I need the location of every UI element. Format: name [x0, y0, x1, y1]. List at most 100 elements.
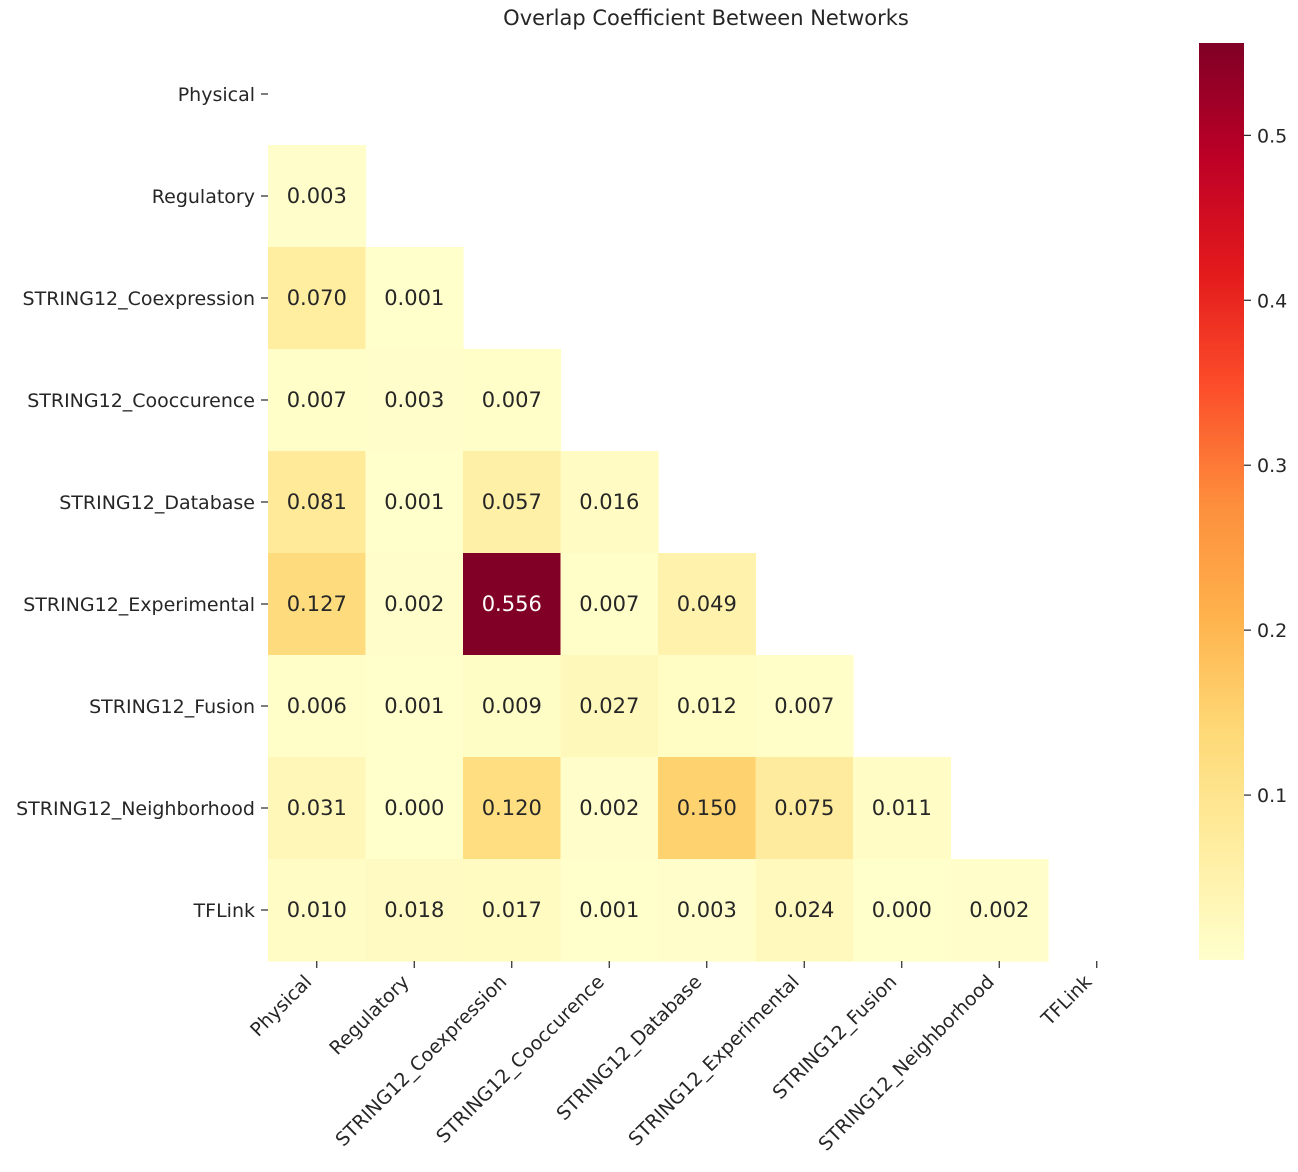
cell-value-label: 0.049: [677, 592, 737, 616]
cell-value-label: 0.070: [287, 286, 347, 310]
cell-value-label: 0.027: [579, 694, 639, 718]
cell-value-label: 0.007: [482, 388, 542, 412]
y-tick-label: STRING12_Experimental: [23, 594, 255, 616]
y-tick-label: Regulatory: [152, 186, 255, 208]
cell-value-label: 0.007: [287, 388, 347, 412]
heatmap-cell: [463, 757, 562, 860]
cell-value-label: 0.001: [384, 490, 444, 514]
x-tick-label: TFLink: [1037, 971, 1097, 1031]
heatmap-cell: [560, 553, 659, 656]
heatmap-cell: [365, 553, 464, 656]
heatmap-cell: [463, 553, 562, 656]
x-tick-label: STRING12_Coexpression: [331, 971, 511, 1151]
cell-value-label: 0.150: [677, 796, 737, 820]
cell-value-label: 0.000: [384, 796, 444, 820]
heatmap-cell: [268, 859, 367, 962]
heatmap-cell: [463, 859, 562, 962]
heatmap-cell: [365, 757, 464, 860]
heatmap-cell: [463, 451, 562, 554]
heatmap-cell: [365, 349, 464, 452]
cell-value-label: 0.009: [482, 694, 542, 718]
x-tick-label: Physical: [246, 971, 316, 1041]
x-tick-label: STRING12_Neighborhood: [814, 971, 998, 1155]
colorbar-tick-label: 0.2: [1257, 620, 1287, 642]
heatmap-cell: [365, 655, 464, 758]
x-tick-label: Regulatory: [325, 971, 414, 1060]
cell-value-label: 0.017: [482, 898, 542, 922]
heatmap-cell: [658, 553, 757, 656]
heatmap-cell: [268, 757, 367, 860]
cell-value-label: 0.003: [287, 184, 347, 208]
heatmap-cell: [268, 247, 367, 350]
heatmap-cell: [658, 757, 757, 860]
heatmap-cell: [853, 859, 952, 962]
y-tick-label: STRING12_Coexpression: [23, 288, 255, 310]
heatmap-cell: [755, 757, 854, 860]
heatmap-cell: [268, 655, 367, 758]
cell-value-label: 0.001: [579, 898, 639, 922]
y-tick-label: TFLink: [193, 900, 255, 922]
heatmap-cell: [268, 145, 367, 248]
colorbar-tick-label: 0.3: [1257, 455, 1287, 477]
heatmap-cell: [560, 655, 659, 758]
cell-value-label: 0.002: [384, 592, 444, 616]
heatmap-cell: [268, 451, 367, 554]
cell-value-label: 0.010: [287, 898, 347, 922]
cell-value-label: 0.016: [579, 490, 639, 514]
heatmap-cell: [560, 451, 659, 554]
heatmap-cell: [755, 655, 854, 758]
heatmap-cell: [853, 757, 952, 860]
x-axis: Physical RegulatorySTRING12_CoexpressionS…: [246, 961, 1098, 1155]
cell-value-label: 0.081: [287, 490, 347, 514]
cell-value-label: 0.018: [384, 898, 444, 922]
y-tick-label: STRING12_Neighborhood: [16, 798, 255, 820]
cell-value-label: 0.002: [969, 898, 1029, 922]
heatmap-cell: [365, 451, 464, 554]
cell-value-label: 0.075: [774, 796, 834, 820]
heatmap-cell: [560, 757, 659, 860]
cell-value-label: 0.003: [677, 898, 737, 922]
heatmap-cell: [268, 349, 367, 452]
y-tick-label: STRING12_Database: [59, 492, 255, 514]
colorbar-tick-label: 0.5: [1257, 125, 1287, 147]
colorbar-gradient: [1199, 43, 1244, 960]
x-tick-label: STRING12_Cooccurence: [432, 971, 609, 1148]
heatmap-cell: [365, 247, 464, 350]
heatmap-cell: [560, 859, 659, 962]
y-tick-label: STRING12_Cooccurence: [27, 390, 255, 412]
cell-value-label: 0.556: [482, 592, 542, 616]
heatmap-cells: [268, 145, 1049, 962]
colorbar-tick-label: 0.4: [1257, 290, 1287, 312]
y-axis: Physical Regulatory STRING12_Coexpression S…: [16, 84, 268, 922]
cell-value-label: 0.003: [384, 388, 444, 412]
cell-value-label: 0.002: [579, 796, 639, 820]
cell-value-label: 0.000: [872, 898, 932, 922]
x-tick-label: STRING12_Experimental: [624, 971, 803, 1150]
y-tick-label: Physical: [178, 84, 255, 106]
cell-value-label: 0.001: [384, 286, 444, 310]
cell-value-label: 0.007: [579, 592, 639, 616]
cell-value-label: 0.120: [482, 796, 542, 820]
heatmap-cell: [365, 859, 464, 962]
heatmap-cell: [658, 859, 757, 962]
colorbar-tick-label: 0.1: [1257, 785, 1287, 807]
cell-value-label: 0.007: [774, 694, 834, 718]
cell-value-label: 0.001: [384, 694, 444, 718]
colorbar: 0.1 0.2 0.3 0.4 0.5: [1199, 43, 1287, 960]
heatmap-cell: [268, 553, 367, 656]
cell-value-label: 0.127: [287, 592, 347, 616]
heatmap-cell: [755, 859, 854, 962]
heatmap-cell: [463, 655, 562, 758]
heatmap-cell: [950, 859, 1049, 962]
cell-value-label: 0.031: [287, 796, 347, 820]
cell-value-label: 0.057: [482, 490, 542, 514]
cell-value-label: 0.012: [677, 694, 737, 718]
y-tick-label: STRING12_Fusion: [89, 696, 255, 718]
chart-title: Overlap Coefficient Between Networks: [503, 6, 909, 30]
cell-value-label: 0.006: [287, 694, 347, 718]
heatmap-cell-labels: 0.003 0.070 0.001 0.007 0.003 0.007 0.081 0.001…: [287, 184, 1030, 922]
heatmap-cell: [463, 349, 562, 452]
cell-value-label: 0.024: [774, 898, 834, 922]
heatmap-cell: [658, 655, 757, 758]
